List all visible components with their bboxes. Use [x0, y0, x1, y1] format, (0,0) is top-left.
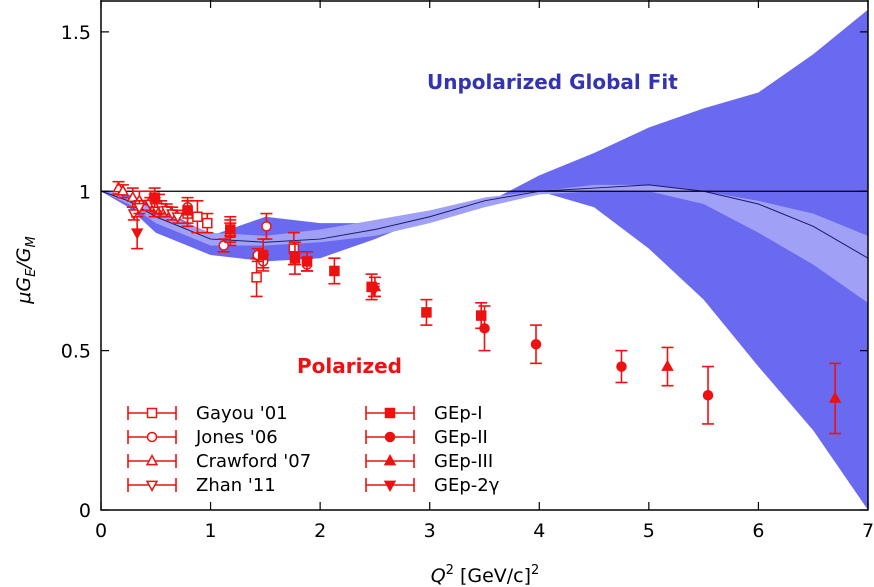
data-point: [127, 209, 141, 221]
data-point: [116, 184, 130, 196]
x-tick-label: 3: [424, 520, 436, 542]
legend-item: GEp-2γ: [365, 475, 500, 496]
data-point: [289, 252, 301, 264]
x-tick-label: 0: [95, 520, 107, 542]
plot-frame: [100, 0, 869, 511]
legend-label: Gayou '01: [196, 403, 288, 424]
legend-label: Crawford '07: [196, 451, 311, 472]
legend-marker: [145, 480, 159, 492]
data-point: [329, 265, 340, 277]
data-point: [367, 285, 381, 298]
x-tick-label: 5: [643, 520, 655, 542]
annotation-unpolarized: Unpolarized Global Fit: [427, 70, 678, 94]
data-point: [301, 256, 313, 267]
legend-marker: [384, 407, 396, 419]
data-point: [182, 205, 193, 216]
data-point: [218, 240, 229, 251]
legend-item: GEp-II: [365, 427, 488, 448]
y-tick-label: 1: [79, 181, 91, 203]
axis-ticks: 0 1 2 3 4 5 6 7 0 0.5 1 1.5: [61, 0, 874, 542]
x-tick-label: 1: [205, 520, 217, 542]
legend-item: GEp-I: [365, 403, 483, 424]
data-points: [112, 180, 842, 435]
x-axis-label: Q2 [GeV/c]2: [431, 563, 540, 587]
data-point: [421, 307, 432, 318]
data-point: [261, 221, 272, 232]
legend-marker: [384, 431, 396, 443]
legend-item: Jones '06: [127, 427, 278, 448]
legend-label: Zhan '11: [196, 475, 276, 496]
data-point: [225, 224, 236, 235]
y-axis-label: μGE/GM: [13, 236, 39, 304]
x-tick-label: 6: [752, 520, 764, 542]
legend-label: GEp-I: [434, 403, 483, 424]
y-tick-label: 1.5: [61, 22, 91, 44]
data-point: [616, 361, 627, 372]
y-tick-label: 0.5: [61, 341, 91, 363]
data-point: [192, 211, 203, 222]
data-point: [130, 228, 144, 240]
legend-marker: [146, 407, 158, 419]
fit-center-line: [100, 184, 869, 259]
data-point: [202, 217, 213, 229]
data-point: [257, 249, 269, 261]
data-point: [133, 202, 146, 215]
legend-item: Gayou '01: [127, 403, 288, 424]
legend-marker: [383, 480, 397, 492]
y-tick-label: 0: [79, 500, 91, 522]
legend-label: GEp-III: [434, 451, 493, 472]
x-tick-label: 4: [533, 520, 545, 542]
legend-label: Jones '06: [195, 427, 278, 448]
legend-item: Zhan '11: [127, 475, 276, 496]
data-point: [479, 323, 490, 334]
legend-label: GEp-II: [434, 427, 488, 448]
legend-marker: [146, 431, 158, 443]
data-point: [702, 390, 714, 401]
legend-label: GEp-2γ: [434, 475, 500, 496]
legend: Gayou '01 Jones '06 Crawford '07 Zhan '11 GE…: [127, 403, 500, 496]
data-point: [149, 192, 160, 203]
data-point: [171, 212, 184, 224]
legend-item: Crawford '07: [127, 451, 311, 472]
fit-band-outer: [101, 9, 868, 510]
data-point: [126, 190, 139, 202]
annotation-polarized: Polarized: [297, 354, 402, 378]
legend-marker: [145, 454, 159, 466]
legend-marker: [383, 454, 397, 466]
data-point: [251, 272, 262, 283]
data-point: [475, 310, 487, 321]
global-fit-band: [100, 9, 869, 510]
legend-item: GEp-III: [365, 451, 493, 472]
data-point: [661, 359, 674, 371]
x-tick-label: 2: [314, 520, 326, 542]
fit-band-inner: [101, 184, 868, 303]
x-tick-label: 7: [862, 520, 874, 542]
data-point: [828, 391, 842, 403]
data-point: [530, 339, 542, 350]
